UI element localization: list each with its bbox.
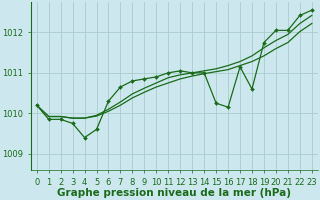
X-axis label: Graphe pression niveau de la mer (hPa): Graphe pression niveau de la mer (hPa) bbox=[57, 188, 291, 198]
